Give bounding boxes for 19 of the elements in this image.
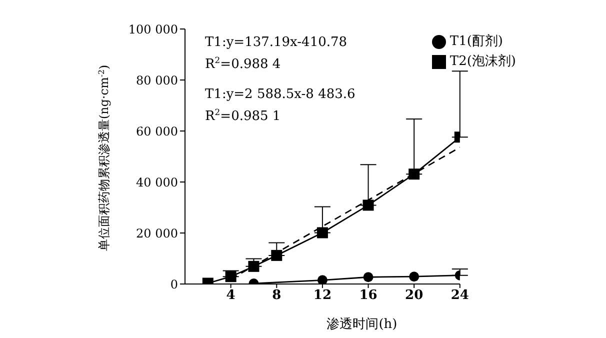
x-tick-label: 24 [450, 288, 469, 304]
x-tick-label: 12 [313, 288, 332, 304]
y-tick-label: 40 000 [136, 175, 178, 190]
x-tick-label: 8 [272, 288, 282, 304]
legend-label: T1(酊剂) [450, 34, 503, 49]
annotation: R$^{2}$=0.985 1 [205, 107, 281, 124]
y-tick-label: 60 000 [136, 124, 178, 138]
annotation: T1:y=2 588.5x-8 483.6 [205, 87, 356, 102]
x-tick-label: 4 [226, 288, 236, 304]
annotation: T1:y=137.19x-410.78 [205, 35, 348, 50]
x-tick-label: 20 [405, 288, 424, 304]
annotation: R$^{2}$=0.988 4 [205, 55, 281, 72]
y-tick-label: 80 000 [136, 73, 178, 88]
legend-label: T2(泡沫剂) [450, 54, 516, 69]
y-tick-label: 100 000 [128, 22, 178, 36]
y-tick-label: 20 000 [136, 226, 178, 240]
x-axis-title: 渗透时间(h) [326, 317, 398, 332]
y-tick-label: 0 [170, 277, 178, 292]
x-tick-label: 16 [359, 288, 378, 304]
